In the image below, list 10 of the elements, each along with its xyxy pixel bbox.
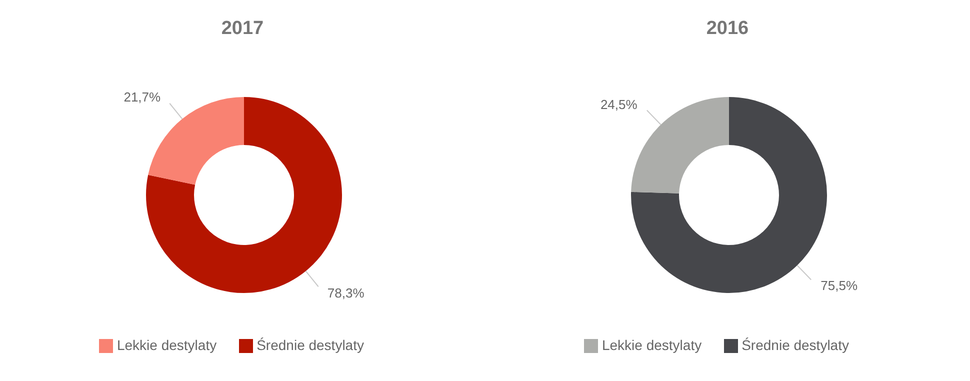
legend-label: Lekkie destylaty: [116, 336, 217, 353]
legend-label: Średnie destylaty: [256, 336, 364, 353]
chart-title: 2017: [220, 18, 265, 40]
legend-label: Średnie destylaty: [742, 336, 849, 353]
data-label: 75,5%: [820, 278, 858, 293]
legend-label: Lekkie destylaty: [602, 336, 702, 353]
data-label: 24,5%: [600, 97, 638, 112]
chart-title: 2016: [705, 18, 750, 40]
data-label: 78,3%: [327, 285, 365, 300]
data-label: 21,7%: [124, 90, 162, 105]
